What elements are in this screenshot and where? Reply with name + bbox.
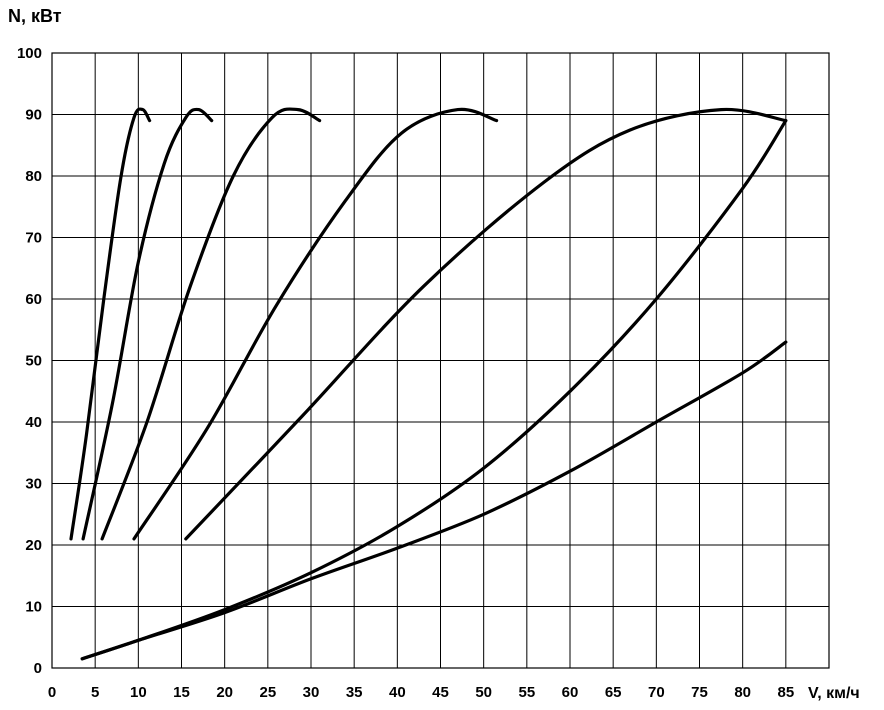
x-tick-label: 35 [346,684,363,701]
x-tick-label: 30 [303,684,320,701]
x-tick-label: 40 [389,684,406,701]
x-tick-labels: 0 5 10 15 20 25 30 35 40 45 50 55 60 65 70 75 80 85 [48,684,794,701]
series-group [69,107,788,661]
y-tick-labels: 0 10 20 30 40 50 60 70 80 90 100 [17,45,42,677]
series-line-2 [81,107,214,541]
x-tick-label: 5 [91,684,99,701]
series-line-1 [69,107,152,541]
x-tick-label: 70 [648,684,665,701]
x-tick-label: 60 [562,684,579,701]
series-line-4 [132,107,499,541]
x-tick-label: 0 [48,684,56,701]
y-tick-label: 100 [17,45,42,62]
x-tick-label: 80 [734,684,751,701]
series-line-3 [100,107,322,541]
y-tick-label: 30 [25,476,42,493]
series-line-5 [184,107,788,541]
y-tick-label: 0 [34,660,42,677]
x-tick-label: 50 [475,684,492,701]
y-tick-label: 90 [25,107,42,124]
x-tick-label: 85 [777,684,794,701]
y-tick-label: 70 [25,230,42,247]
x-tick-label: 75 [691,684,708,701]
y-tick-label: 50 [25,353,42,370]
y-tick-label: 20 [25,537,42,554]
x-axis-title: V, км/ч [808,685,860,702]
y-axis-title: N, кВт [8,6,62,26]
x-tick-label: 20 [216,684,233,701]
x-tick-label: 65 [605,684,622,701]
y-tick-label: 60 [25,291,42,308]
y-tick-label: 10 [25,599,42,616]
series-line-6 [80,119,788,661]
x-tick-label: 10 [130,684,147,701]
x-tick-label: 45 [432,684,449,701]
x-tick-label: 25 [259,684,276,701]
plot-border [51,52,830,669]
series-line-7 [80,340,788,661]
grid [52,53,829,668]
x-tick-label: 15 [173,684,190,701]
x-tick-label: 55 [518,684,535,701]
y-tick-label: 40 [25,414,42,431]
y-tick-label: 80 [25,168,42,185]
